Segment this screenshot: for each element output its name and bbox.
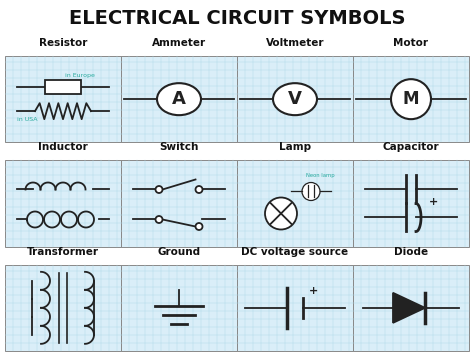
Text: Diode: Diode [394,247,428,257]
Text: Capacitor: Capacitor [383,142,439,152]
Bar [5,56,121,142]
Text: Switch: Switch [159,142,199,152]
Polygon shape [393,293,425,323]
Circle shape [195,186,202,193]
Text: DC voltage source: DC voltage source [241,247,348,257]
Text: Ground: Ground [157,247,201,257]
Text: V: V [288,90,302,108]
Circle shape [391,79,431,119]
Text: Resistor: Resistor [39,38,87,48]
Circle shape [155,186,163,193]
Bar [353,160,469,247]
Circle shape [265,197,297,230]
Text: Ammeter: Ammeter [152,38,206,48]
Text: +: + [429,197,438,208]
Circle shape [302,183,320,200]
Ellipse shape [157,83,201,115]
Text: ELECTRICAL CIRCUIT SYMBOLS: ELECTRICAL CIRCUIT SYMBOLS [69,9,405,29]
Bar [121,160,237,247]
Bar [237,265,353,351]
Text: Motor: Motor [393,38,428,48]
Text: M: M [403,90,419,108]
Text: Lamp: Lamp [279,142,311,152]
Bar [5,265,121,351]
Bar [237,160,353,247]
Text: Transformer: Transformer [27,247,99,257]
Text: Voltmeter: Voltmeter [266,38,324,48]
Bar [121,56,237,142]
Bar [45,80,81,94]
Text: in Europe: in Europe [65,73,95,78]
Bar [5,160,121,247]
Text: +: + [309,286,318,296]
Bar [353,56,469,142]
Circle shape [155,216,163,223]
Bar [237,56,353,142]
Circle shape [195,223,202,230]
Bar [121,265,237,351]
Bar [353,265,469,351]
Text: A: A [172,90,186,108]
Text: Neon lamp: Neon lamp [306,174,335,178]
Ellipse shape [273,83,317,115]
Text: in USA: in USA [17,117,37,122]
Text: Inductor: Inductor [38,142,88,152]
